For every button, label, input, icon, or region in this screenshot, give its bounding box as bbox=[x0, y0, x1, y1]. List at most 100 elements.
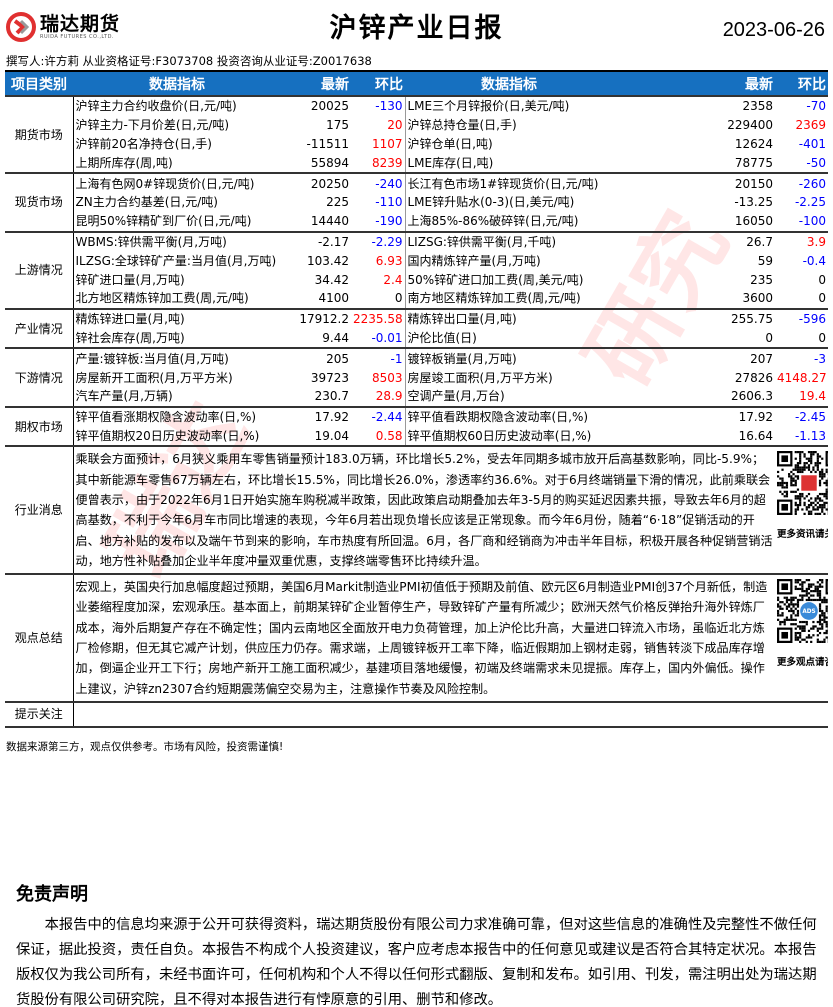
indicator-name: ZN主力合约基差(日,元/吨) bbox=[75, 195, 218, 210]
indicator-name: 上海85%-86%破碎锌(日,元/吨) bbox=[407, 214, 579, 229]
change-value: 0 bbox=[818, 291, 826, 306]
qr-badge-label: ADS bbox=[802, 609, 815, 615]
footnote: 数据来源第三方，观点仅供参考。市场有风险，投资需谨慎! bbox=[6, 741, 284, 753]
change-value: 2369 bbox=[795, 118, 826, 133]
header-indicator: 数据指标 bbox=[405, 70, 613, 96]
page-title: 沪锌产业日报 bbox=[329, 13, 504, 44]
latest-value: 12624 bbox=[734, 136, 773, 151]
category-label: 下游情况 bbox=[5, 347, 74, 407]
indicator-name: LIZSG:锌供需平衡(月,千吨) bbox=[405, 230, 613, 252]
table-row: 观点总结 宏观上，英国央行加息幅度超过预期，美国6月Markit制造业PMI初值低… bbox=[5, 573, 828, 702]
indicator-name: 锌平值期权20日历史波动率(日,%) bbox=[75, 428, 260, 443]
latest-value: 16.64 bbox=[738, 428, 773, 443]
indicator-name: 锌矿进口量(月,万吨) bbox=[75, 272, 185, 287]
change-value: 8503 bbox=[351, 368, 406, 387]
disclaimer-title: 免责声明 bbox=[16, 884, 88, 905]
qr-caption: 更多资讯请关注! bbox=[777, 529, 828, 541]
change-value: -50 bbox=[806, 155, 826, 170]
category-label: 观点总结 bbox=[5, 573, 74, 702]
table-row: 上期所库存(周,吨) 55894 8239 LME库存(日,吨) 78775 -50 bbox=[5, 153, 828, 174]
logo-icon bbox=[6, 12, 36, 42]
table-row: 提示关注 bbox=[5, 700, 828, 727]
indicator-name: 锌平值看跌期权隐含波动率(日,%) bbox=[405, 405, 613, 427]
view-text: 宏观上，英国央行加息幅度超过预期，美国6月Markit制造业PMI初值低于预期及… bbox=[73, 573, 775, 702]
author-line: 撰写人:许方莉 从业资格证号:F3073708 投资咨询从业证号:Z001763… bbox=[6, 54, 372, 68]
header-latest: 最新 bbox=[281, 70, 351, 96]
indicator-name: 昆明50%锌精矿到厂价(日,元/吨) bbox=[75, 214, 252, 229]
latest-value: 230.7 bbox=[314, 389, 349, 404]
latest-value: 78775 bbox=[734, 155, 773, 170]
company-logo: 瑞达期货 RUIDA FUTURES CO.,LTD. bbox=[6, 12, 120, 42]
table-header: 项目类别 数据指标 最新 环比 数据指标 最新 环比 bbox=[5, 70, 828, 96]
change-value: -110 bbox=[351, 192, 406, 212]
latest-value: 20150 bbox=[613, 172, 775, 193]
latest-value: 0 bbox=[765, 330, 773, 345]
indicator-name: 房屋竣工面积(月,万平方米) bbox=[407, 370, 553, 385]
latest-value: 39723 bbox=[310, 370, 349, 385]
logo-english: RUIDA FUTURES CO.,LTD. bbox=[40, 34, 115, 40]
indicator-name: 沪锌主力合约收盘价(日,元/吨) bbox=[73, 95, 281, 116]
report-date: 2023-06-26 bbox=[722, 19, 825, 41]
latest-value: 175 bbox=[326, 118, 349, 133]
qr-code-icon: ADS bbox=[777, 579, 828, 644]
indicator-name: LME库存(日,吨) bbox=[407, 155, 494, 170]
change-value: -70 bbox=[775, 95, 828, 116]
tips-text bbox=[73, 700, 828, 727]
change-value: 4148.27 bbox=[777, 370, 827, 385]
change-value: 0 bbox=[818, 330, 826, 345]
table-row: 房屋新开工面积(月,万平方米) 39723 8503 房屋竣工面积(月,万平方米) 27… bbox=[5, 368, 828, 387]
indicator-name: LME锌升贴水(0-3)(日,美元/吨) bbox=[407, 195, 575, 210]
indicator-name: 南方地区精炼锌加工费(周,元/吨) bbox=[407, 291, 581, 306]
latest-value: 235 bbox=[750, 272, 773, 287]
table-row: 昆明50%锌精矿到厂价(日,元/吨) 14440 -190 上海85%-86%破碎锌(… bbox=[5, 211, 828, 232]
latest-value: 17.92 bbox=[281, 405, 351, 427]
change-value: -401 bbox=[798, 136, 826, 151]
category-label: 期货市场 bbox=[5, 94, 74, 174]
table-row: ILZSG:全球锌矿产量:当月值(月,万吨) 103.42 6.93 国内精炼锌产量(… bbox=[5, 251, 828, 271]
change-value: -2.44 bbox=[351, 405, 406, 427]
table-row: 汽车产量(月,万辆) 230.7 28.9 空调产量(月,万台) 2606.3 19.4 bbox=[5, 386, 828, 407]
latest-value: 19.04 bbox=[314, 428, 349, 443]
category-label: 期权市场 bbox=[5, 405, 74, 447]
indicator-name: 北方地区精炼锌加工费(周,元/吨) bbox=[75, 291, 249, 306]
latest-value: 27826 bbox=[734, 370, 773, 385]
change-value: 6.93 bbox=[351, 251, 406, 271]
indicator-name: 锌平值期权60日历史波动率(日,%) bbox=[407, 428, 592, 443]
category-label: 现货市场 bbox=[5, 172, 74, 232]
latest-value: 225 bbox=[326, 195, 349, 210]
latest-value: 207 bbox=[613, 347, 775, 369]
indicator-name: 精炼锌进口量(月,吨) bbox=[73, 307, 281, 329]
indicator-name: 精炼锌出口量(月,吨) bbox=[405, 307, 613, 329]
change-value: -596 bbox=[775, 307, 828, 329]
logo-name: 瑞达期货 bbox=[40, 13, 121, 35]
latest-value: 4100 bbox=[318, 291, 349, 306]
change-value: -0.4 bbox=[802, 253, 826, 268]
change-value: 0.58 bbox=[351, 426, 406, 447]
change-value: -130 bbox=[351, 95, 406, 116]
indicator-name: 沪锌前20名净持仓(日,手) bbox=[75, 136, 212, 151]
table-row: 下游情况 产量:镀锌板:当月值(月,万吨) 205 -1 镀锌板销量(月,万吨) 207-… bbox=[5, 347, 828, 407]
indicator-name: 汽车产量(月,万辆) bbox=[75, 389, 173, 404]
table-row: ZN主力合约基差(日,元/吨) 225 -110 LME锌升贴水(0-3)(日,美元/… bbox=[5, 192, 828, 212]
indicator-name: 长江有色市场1#锌现货价(日,元/吨) bbox=[405, 172, 613, 193]
header-category: 项目类别 bbox=[5, 70, 73, 96]
latest-value: 20250 bbox=[281, 172, 351, 193]
change-value: 3.9 bbox=[775, 230, 828, 252]
indicator-name: 锌平值看涨期权隐含波动率(日,%) bbox=[73, 405, 281, 427]
change-value: -190 bbox=[351, 211, 406, 232]
category-label: 上游情况 bbox=[5, 230, 74, 309]
table-row: 北方地区精炼锌加工费(周,元/吨) 4100 0 南方地区精炼锌加工费(周,元/吨) 3… bbox=[5, 288, 828, 309]
indicator-name: 产量:镀锌板:当月值(月,万吨) bbox=[73, 347, 281, 369]
table-row: 上游情况 WBMS:锌供需平衡(月,万吨) -2.17 -2.29 LIZSG:锌供需平… bbox=[5, 230, 828, 309]
indicator-name: 沪锌仓单(日,吨) bbox=[407, 136, 493, 151]
change-value: -2.29 bbox=[351, 230, 406, 252]
latest-value: 55894 bbox=[310, 155, 349, 170]
change-value: 19.4 bbox=[799, 389, 826, 404]
header-change: 环比 bbox=[775, 70, 828, 96]
change-value: 20 bbox=[351, 115, 406, 135]
latest-value: 229400 bbox=[727, 118, 773, 133]
table-row: 期权市场 锌平值看涨期权隐含波动率(日,%) 17.92 -2.44 锌平值看跌期权隐含… bbox=[5, 405, 828, 447]
latest-value: 26.7 bbox=[613, 230, 775, 252]
qr-block: 更多资讯请关注! bbox=[775, 445, 828, 575]
change-value: -2.25 bbox=[794, 195, 826, 210]
